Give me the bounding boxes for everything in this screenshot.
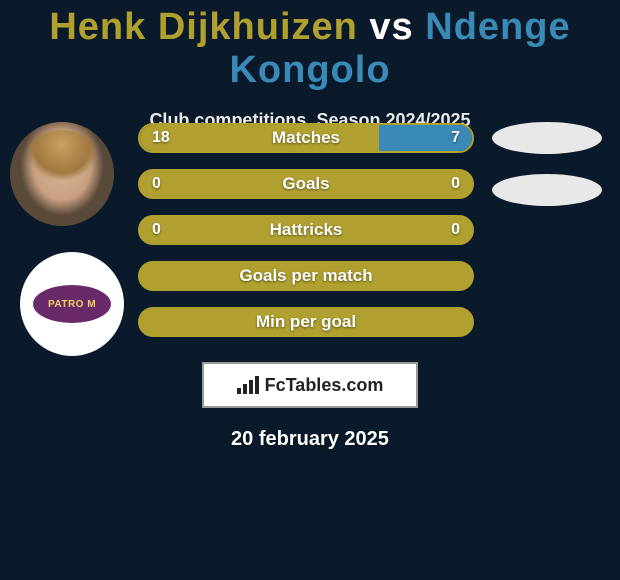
player1-face-icon (10, 122, 114, 226)
stat-bar: Min per goal (138, 307, 474, 337)
stat-bar: Goals per match (138, 261, 474, 291)
stats-bars: 187Matches 00Goals 00Hattricks Goals per ma… (138, 123, 474, 353)
right-column (492, 122, 602, 226)
bar-label: Goals per match (140, 266, 472, 286)
left-column: PATRO M (10, 122, 118, 356)
player2-club-placeholder (492, 174, 602, 206)
stat-bar: 187Matches (138, 123, 474, 153)
player1-name: Henk Dijkhuizen (49, 6, 358, 48)
date-text: 20 february 2025 (0, 428, 620, 451)
page-title: Henk Dijkhuizen vs Ndenge Kongolo (0, 0, 620, 92)
bar-label: Hattricks (140, 220, 472, 240)
player1-club-badge: PATRO M (20, 252, 124, 356)
player1-avatar (10, 122, 114, 226)
fctables-branding: FcTables.com (202, 362, 418, 408)
bar-chart-icon (237, 376, 259, 394)
stat-bar: 00Goals (138, 169, 474, 199)
stat-bar: 00Hattricks (138, 215, 474, 245)
bar-label: Goals (140, 174, 472, 194)
player2-avatar-placeholder (492, 122, 602, 154)
club-badge-label: PATRO M (33, 285, 111, 323)
bar-label: Matches (140, 128, 472, 148)
fctables-text: FcTables.com (265, 375, 384, 396)
bar-label: Min per goal (140, 312, 472, 332)
vs-text: vs (369, 6, 413, 48)
